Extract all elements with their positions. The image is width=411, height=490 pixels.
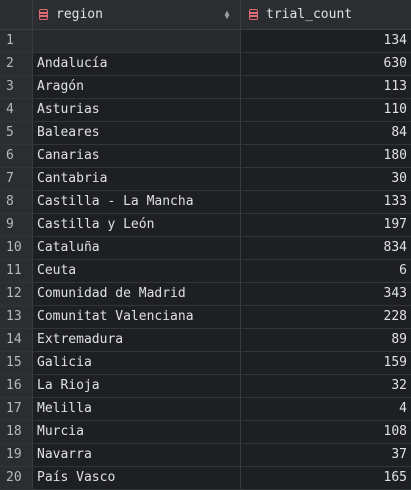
- table-row[interactable]: 16 La Rioja 32: [0, 375, 411, 398]
- table-row[interactable]: 19 Navarra 37: [0, 444, 411, 467]
- table-row[interactable]: 20 País Vasco 165: [0, 467, 411, 490]
- row-number[interactable]: 17: [0, 398, 33, 420]
- row-number[interactable]: 3: [0, 76, 33, 98]
- table-row[interactable]: 5 Baleares 84: [0, 122, 411, 145]
- cell-trial-count[interactable]: 4: [399, 401, 407, 416]
- cell-region[interactable]: [33, 30, 241, 52]
- table-column-icon: [249, 9, 258, 20]
- cell-trial-count[interactable]: 89: [391, 332, 407, 347]
- cell-region[interactable]: Ceuta: [33, 260, 241, 282]
- column-header-label: region: [56, 7, 103, 22]
- cell-trial-count[interactable]: 134: [383, 33, 407, 48]
- column-header-trial-count[interactable]: trial_count: [241, 0, 411, 29]
- cell-trial-count[interactable]: 84: [391, 125, 407, 140]
- table-row[interactable]: 14 Extremadura 89: [0, 329, 411, 352]
- row-number[interactable]: 5: [0, 122, 33, 144]
- cell-trial-count[interactable]: 630: [383, 56, 407, 71]
- cell-region[interactable]: Castilla - La Mancha: [33, 191, 241, 213]
- row-number[interactable]: 16: [0, 375, 33, 397]
- cell-trial-count[interactable]: 197: [383, 217, 407, 232]
- row-number[interactable]: 20: [0, 467, 33, 489]
- cell-region[interactable]: Aragón: [33, 76, 241, 98]
- cell-region[interactable]: País Vasco: [33, 467, 241, 489]
- cell-region[interactable]: Navarra: [33, 444, 241, 466]
- cell-region[interactable]: Canarias: [33, 145, 241, 167]
- cell-trial-count[interactable]: 30: [391, 171, 407, 186]
- sort-icon[interactable]: ▲ ▼: [224, 7, 230, 21]
- table-row[interactable]: 15 Galicia 159: [0, 352, 411, 375]
- cell-region[interactable]: Asturias: [33, 99, 241, 121]
- row-number[interactable]: 18: [0, 421, 33, 443]
- table-row[interactable]: 7 Cantabria 30: [0, 168, 411, 191]
- row-number[interactable]: 2: [0, 53, 33, 75]
- row-number-header: [0, 0, 33, 29]
- row-number[interactable]: 9: [0, 214, 33, 236]
- table-row[interactable]: 6 Canarias 180: [0, 145, 411, 168]
- cell-trial-count[interactable]: 108: [383, 424, 407, 439]
- grid-body: 1 134 2 Andalucía 630 3 Aragón 113 4 Asturias 110 5…: [0, 30, 411, 490]
- table-row[interactable]: 11 Ceuta 6: [0, 260, 411, 283]
- cell-region[interactable]: La Rioja: [33, 375, 241, 397]
- table-row[interactable]: 9 Castilla y León 197: [0, 214, 411, 237]
- table-row[interactable]: 1 134: [0, 30, 411, 53]
- table-row[interactable]: 13 Comunitat Valenciana 228: [0, 306, 411, 329]
- column-header-label: trial_count: [266, 7, 353, 22]
- row-number[interactable]: 19: [0, 444, 33, 466]
- cell-trial-count[interactable]: 343: [383, 286, 407, 301]
- cell-region[interactable]: Murcia: [33, 421, 241, 443]
- table-column-icon: [39, 9, 48, 20]
- cell-region[interactable]: Melilla: [33, 398, 241, 420]
- cell-region[interactable]: Galicia: [33, 352, 241, 374]
- cell-trial-count[interactable]: 159: [383, 355, 407, 370]
- row-number[interactable]: 4: [0, 99, 33, 121]
- cell-trial-count[interactable]: 133: [383, 194, 407, 209]
- row-number[interactable]: 8: [0, 191, 33, 213]
- cell-region[interactable]: Andalucía: [33, 53, 241, 75]
- column-header-region[interactable]: region ▲ ▼: [33, 0, 241, 29]
- table-row[interactable]: 4 Asturias 110: [0, 99, 411, 122]
- cell-region[interactable]: Comunidad de Madrid: [33, 283, 241, 305]
- cell-region[interactable]: Baleares: [33, 122, 241, 144]
- table-row[interactable]: 18 Murcia 108: [0, 421, 411, 444]
- grid-header: region ▲ ▼ trial_count: [0, 0, 411, 30]
- row-number[interactable]: 1: [0, 30, 33, 52]
- table-row[interactable]: 3 Aragón 113: [0, 76, 411, 99]
- table-row[interactable]: 2 Andalucía 630: [0, 53, 411, 76]
- cell-trial-count[interactable]: 6: [399, 263, 407, 278]
- cell-trial-count[interactable]: 165: [383, 470, 407, 485]
- cell-trial-count[interactable]: 180: [383, 148, 407, 163]
- table-row[interactable]: 8 Castilla - La Mancha 133: [0, 191, 411, 214]
- cell-trial-count[interactable]: 32: [391, 378, 407, 393]
- row-number[interactable]: 7: [0, 168, 33, 190]
- cell-trial-count[interactable]: 37: [391, 447, 407, 462]
- cell-region[interactable]: Extremadura: [33, 329, 241, 351]
- cell-region[interactable]: Cataluña: [33, 237, 241, 259]
- cell-trial-count[interactable]: 228: [383, 309, 407, 324]
- table-row[interactable]: 12 Comunidad de Madrid 343: [0, 283, 411, 306]
- row-number[interactable]: 11: [0, 260, 33, 282]
- row-number[interactable]: 10: [0, 237, 33, 259]
- cell-region[interactable]: Cantabria: [33, 168, 241, 190]
- row-number[interactable]: 12: [0, 283, 33, 305]
- cell-trial-count[interactable]: 113: [383, 79, 407, 94]
- row-number[interactable]: 14: [0, 329, 33, 351]
- cell-trial-count[interactable]: 110: [383, 102, 407, 117]
- cell-region[interactable]: Castilla y León: [33, 214, 241, 236]
- table-row[interactable]: 17 Melilla 4: [0, 398, 411, 421]
- table-row[interactable]: 10 Cataluña 834: [0, 237, 411, 260]
- cell-trial-count[interactable]: 834: [383, 240, 407, 255]
- row-number[interactable]: 6: [0, 145, 33, 167]
- row-number[interactable]: 15: [0, 352, 33, 374]
- cell-region[interactable]: Comunitat Valenciana: [33, 306, 241, 328]
- row-number[interactable]: 13: [0, 306, 33, 328]
